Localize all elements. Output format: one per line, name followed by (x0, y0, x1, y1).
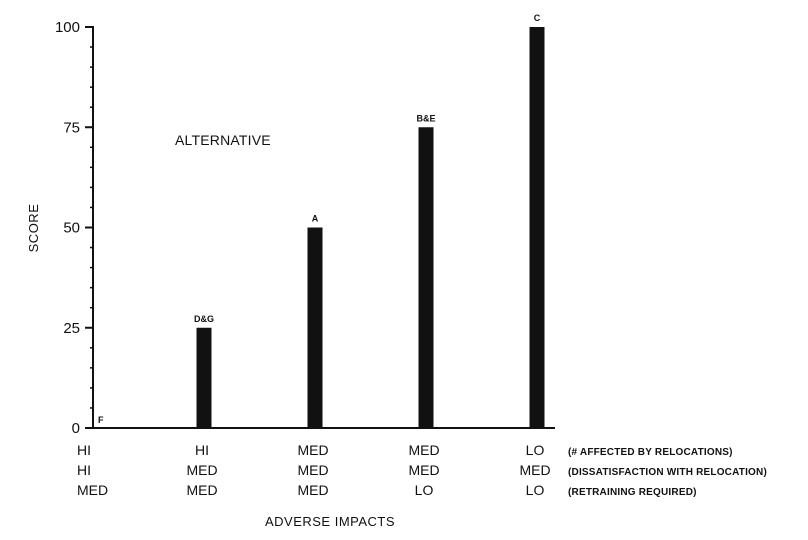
impact-level: HI (195, 442, 209, 458)
bar-label: D&G (194, 314, 214, 324)
bar-4 (418, 127, 434, 428)
y-tick-label: 75 (63, 119, 80, 136)
y-tick-label: 50 (63, 220, 80, 237)
y-tick-label: 100 (55, 19, 80, 36)
bar-2 (196, 327, 212, 428)
impact-level: MED (408, 442, 439, 458)
impact-level: MED (408, 462, 439, 478)
bar-label: F (98, 415, 104, 425)
x-axis-title: ADVERSE IMPACTS (265, 514, 395, 529)
impact-level: MED (297, 482, 328, 498)
impact-level: MED (77, 482, 108, 498)
bar-labels: F D&G A B&E C (98, 13, 541, 425)
impact-level: MED (519, 462, 550, 478)
impact-level: MED (297, 442, 328, 458)
impact-table: HI HI MED MED LO (# AFFECTED BY RELOCATIONS) H… (77, 442, 767, 498)
bar-label: A (312, 214, 319, 224)
y-tick-label: 25 (63, 320, 80, 337)
impact-level: HI (77, 462, 91, 478)
impact-level: MED (297, 462, 328, 478)
impact-level: MED (186, 462, 217, 478)
chart-annotation: ALTERNATIVE (175, 132, 271, 148)
bar-label: B&E (416, 113, 435, 123)
impact-level: HI (77, 442, 91, 458)
y-ticks: 0 25 50 75 100 (55, 19, 94, 437)
bar-label: C (534, 13, 541, 23)
impact-level: LO (526, 442, 545, 458)
y-tick-label: 0 (72, 420, 80, 437)
impact-level: MED (186, 482, 217, 498)
impact-description: (# AFFECTED BY RELOCATIONS) (568, 447, 733, 458)
bar-3 (307, 227, 323, 428)
bar-5 (529, 27, 545, 428)
impact-description: (RETRAINING REQUIRED) (568, 487, 697, 498)
impact-description: (DISSATISFACTION WITH RELOCATION) (568, 467, 767, 478)
axes (92, 27, 555, 429)
impact-level: LO (526, 482, 545, 498)
y-axis-title: SCORE (26, 204, 41, 253)
bars (196, 27, 545, 428)
impact-level: LO (415, 482, 434, 498)
